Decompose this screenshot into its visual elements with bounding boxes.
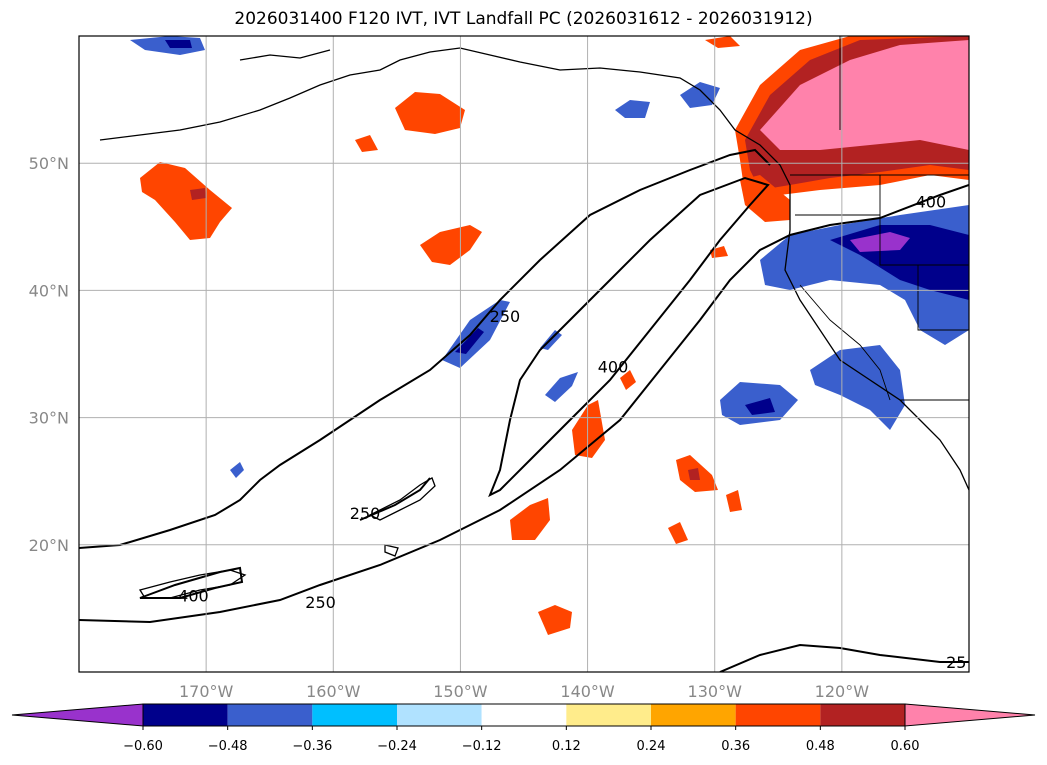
lon-label: 170°W [179, 682, 234, 701]
colorbar-tick-label: 0.24 [637, 739, 666, 754]
colorbar-bin [651, 704, 736, 726]
colorbar-bin [312, 704, 397, 726]
graticule [79, 36, 969, 672]
lon-label: 130°W [688, 682, 743, 701]
lat-label: 20°N [29, 536, 69, 555]
longitude-labels: 170°W 160°W 150°W 140°W 130°W 120°W [179, 682, 869, 701]
colorbar-tick-label: 0.48 [806, 739, 835, 754]
coastlines [99, 47, 969, 599]
contour-label: 400 [598, 358, 629, 377]
colorbar-bin [143, 704, 228, 726]
colorbar-bin [227, 704, 313, 726]
contour-label: 400 [178, 587, 209, 606]
colorbar-extend-min [11, 703, 144, 727]
colorbar-bin [820, 704, 905, 726]
colorbar-extend-max [904, 703, 1036, 727]
colorbar-tick-label: 0.36 [721, 739, 750, 754]
lat-label: 50°N [29, 154, 69, 173]
colorbar-tick-label: −0.24 [377, 739, 417, 754]
map-title: 2026031400 F120 IVT, IVT Landfall PC (20… [234, 9, 813, 29]
map-frame [78, 35, 970, 673]
colorbar-tick-label: −0.36 [292, 739, 332, 754]
ivt-shading [130, 36, 969, 635]
ivt-contours [79, 148, 969, 672]
contour-label: 250 [490, 307, 521, 326]
lon-label: 160°W [306, 682, 361, 701]
lat-label: 30°N [29, 409, 69, 428]
colorbar-tick-label: 0.12 [552, 739, 581, 754]
contour-label: 400 [916, 192, 947, 211]
colorbar-tick-label: −0.12 [462, 739, 502, 754]
political-borders [790, 36, 969, 401]
colorbar-bin [566, 704, 651, 726]
contour-labels: 250 400 250 400 250 400 25 [178, 192, 966, 671]
contour-label: 250 [305, 593, 336, 612]
contour-label: 250 [350, 504, 381, 523]
colorbar-tick-label: −0.60 [123, 739, 163, 754]
colorbar-outline [142, 703, 906, 727]
lon-label: 120°W [815, 682, 870, 701]
contour-label: 25 [946, 653, 966, 672]
lon-label: 140°W [560, 682, 615, 701]
colorbar: −0.60 −0.48 −0.36 −0.24 −0.12 0.12 0.24 0.36 0.4… [11, 703, 1036, 754]
colorbar-bin [397, 704, 482, 726]
latitude-labels: 50°N 40°N 30°N 20°N [29, 154, 69, 555]
lat-label: 40°N [29, 281, 69, 300]
colorbar-bin [481, 704, 567, 726]
colorbar-bin [735, 704, 821, 726]
colorbar-tick-label: 0.60 [891, 739, 920, 754]
colorbar-tick-label: −0.48 [208, 739, 248, 754]
lon-label: 150°W [433, 682, 488, 701]
